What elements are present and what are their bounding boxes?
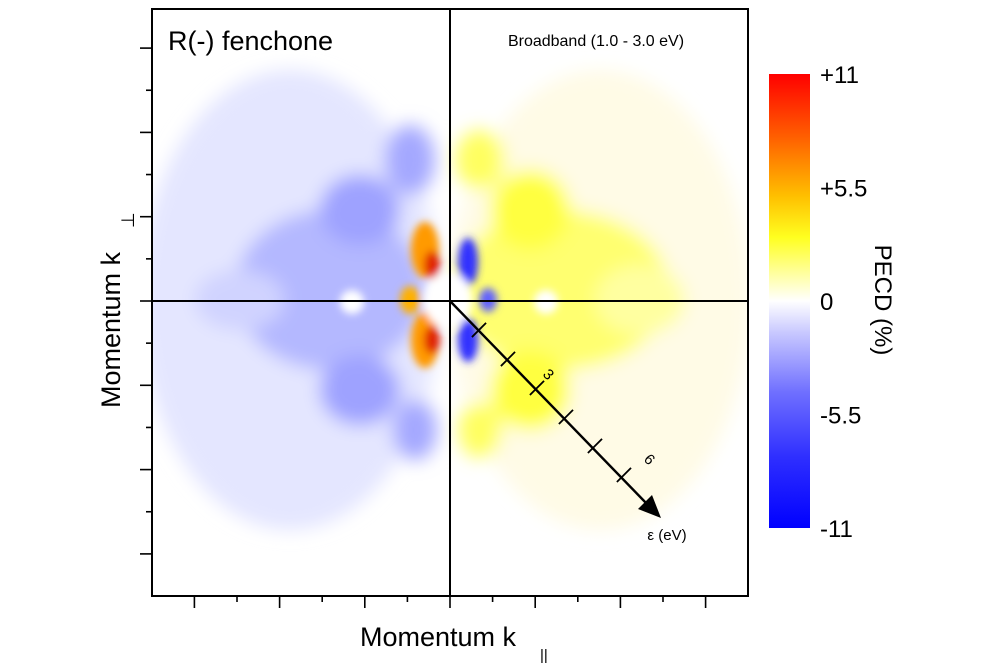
left-bottom-lobe <box>393 400 437 460</box>
y-axis-label-main: Momentum k <box>96 251 126 408</box>
colorbar-gradient <box>769 74 810 528</box>
x-axis-ticks <box>193 596 707 608</box>
colorbar: +11 +5.5 0 -5.5 -11 PECD (%) <box>769 62 896 543</box>
x-axis-label-main: Momentum k <box>360 622 517 652</box>
left-upper-lobe <box>320 175 400 245</box>
right-top-lobe <box>455 130 505 190</box>
colorbar-tick-label: +5.5 <box>820 176 867 203</box>
chart-subtitle: Broadband (1.0 - 3.0 eV) <box>508 33 684 50</box>
colorbar-tick-label: -5.5 <box>820 403 861 430</box>
right-mid-lobe <box>450 210 670 370</box>
pecd-heatmap <box>152 9 748 596</box>
y-axis-label: Momentum k ⊥ <box>96 212 138 408</box>
energy-tick-3 <box>529 380 545 396</box>
colorbar-tick-label: +11 <box>820 62 859 89</box>
energy-tick-2 <box>500 351 516 367</box>
left-top-lobe <box>385 125 435 195</box>
left-lower-lobe <box>320 355 400 425</box>
colorbar-ticks: +11 +5.5 0 -5.5 -11 <box>820 62 867 543</box>
y-axis-label-sub: ⊥ <box>118 212 138 228</box>
energy-arrow-head <box>638 495 661 518</box>
x-axis-label: Momentum k || <box>360 622 548 664</box>
y-axis-ticks <box>140 47 152 555</box>
colorbar-label: PECD (%) <box>869 245 896 356</box>
energy-tick-6 <box>616 467 632 483</box>
left-mid-lobe <box>235 210 425 370</box>
inner-blue-upper <box>458 238 478 286</box>
x-axis-label-sub: || <box>540 647 548 664</box>
right-lower-lobe <box>490 350 570 430</box>
energy-tick-4 <box>558 409 574 425</box>
panel-label: R(-) fenchone <box>168 26 333 56</box>
inner-red-upper <box>424 251 440 279</box>
energy-arrow-label: ε (eV) <box>647 527 686 544</box>
energy-arrow-ticks <box>471 322 632 483</box>
energy-arrow-shaft <box>449 300 649 506</box>
colorbar-tick-label: -11 <box>820 516 853 543</box>
energy-tick-5 <box>587 438 603 454</box>
right-bottom-lobe <box>458 402 502 458</box>
inner-blue-lower <box>458 318 478 362</box>
energy-tick-1 <box>471 322 487 338</box>
colorbar-tick-label: 0 <box>820 289 833 316</box>
inner-red-lower <box>424 326 440 354</box>
right-upper-lobe <box>490 170 570 250</box>
